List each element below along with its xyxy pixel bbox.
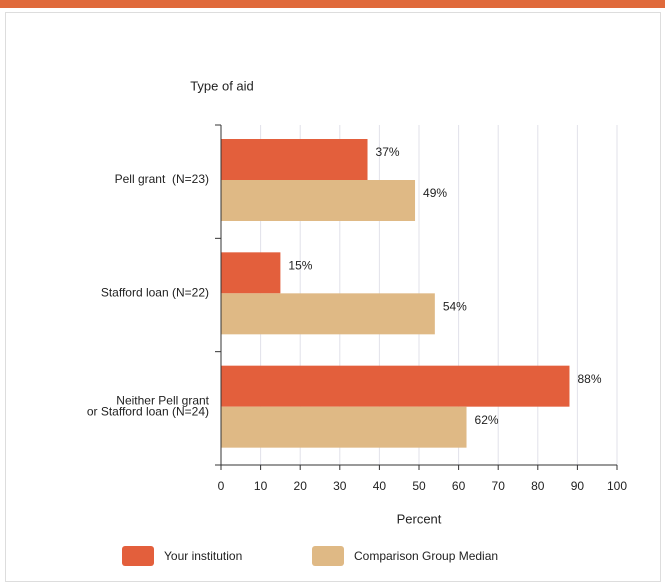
bar xyxy=(221,406,467,448)
x-axis-title: Percent xyxy=(397,511,442,526)
legend-swatch xyxy=(312,546,344,566)
value-label: 37% xyxy=(376,145,400,159)
value-label: 88% xyxy=(577,372,601,386)
y-tick-label: Neither Pell grant xyxy=(116,393,209,407)
legend-label: Comparison Group Median xyxy=(354,549,498,563)
x-tick-label: 100 xyxy=(607,479,627,493)
x-tick-label: 50 xyxy=(412,479,426,493)
value-label: 49% xyxy=(423,186,447,200)
bar xyxy=(221,139,368,180)
y-tick-label: Stafford loan (N=22) xyxy=(101,286,209,300)
y-tick-label: Pell grant (N=23) xyxy=(115,172,209,186)
value-label: 15% xyxy=(288,259,312,273)
bar xyxy=(221,293,435,335)
x-tick-label: 70 xyxy=(492,479,506,493)
y-tick-label: or Stafford loan (N=24) xyxy=(87,404,209,418)
bar xyxy=(221,252,281,294)
x-tick-label: 40 xyxy=(373,479,387,493)
value-label: 62% xyxy=(475,413,499,427)
x-tick-label: 10 xyxy=(254,479,268,493)
x-tick-label: 80 xyxy=(531,479,545,493)
value-label: 54% xyxy=(443,300,467,314)
legend-label: Your institution xyxy=(164,549,242,563)
bar xyxy=(221,180,416,221)
top-band xyxy=(0,0,665,8)
y-axis-title: Type of aid xyxy=(190,78,254,93)
x-tick-label: 30 xyxy=(333,479,347,493)
legend-swatch xyxy=(122,546,154,566)
bar xyxy=(221,365,570,407)
x-tick-label: 20 xyxy=(294,479,308,493)
x-tick-label: 0 xyxy=(218,479,225,493)
x-tick-label: 60 xyxy=(452,479,466,493)
x-tick-label: 90 xyxy=(571,479,585,493)
